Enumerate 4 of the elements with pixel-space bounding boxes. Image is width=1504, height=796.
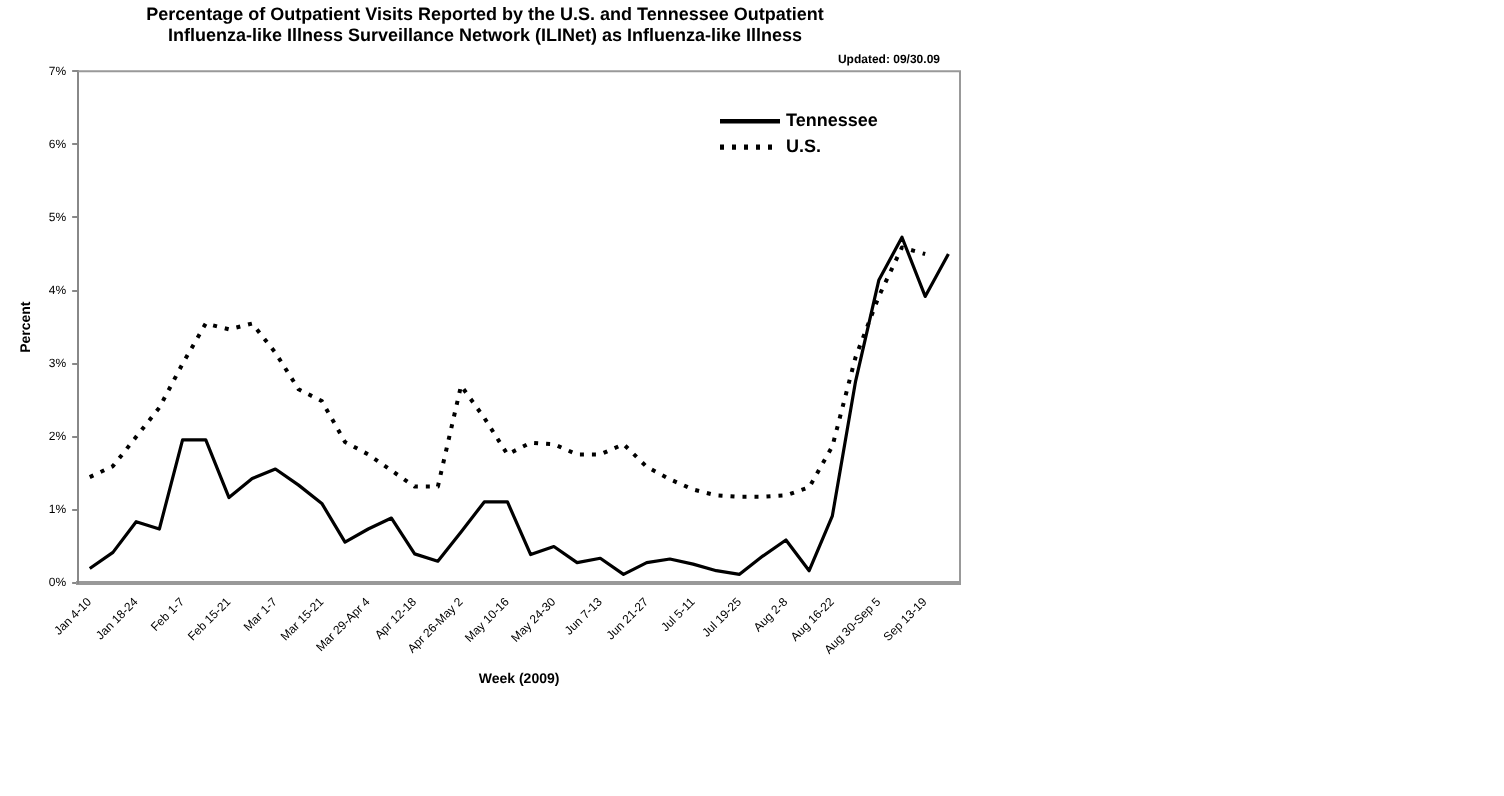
legend-label: U.S. (786, 136, 822, 157)
legend-label: Tennessee (786, 110, 878, 131)
text: Percentage of Outpatient Visits Reported by the U.S. and Tennessee Outpatient (146, 3, 824, 24)
text: Influenza-like Illness Surveillance Network (ILINet) as Influenza-like Illness (167, 25, 803, 46)
